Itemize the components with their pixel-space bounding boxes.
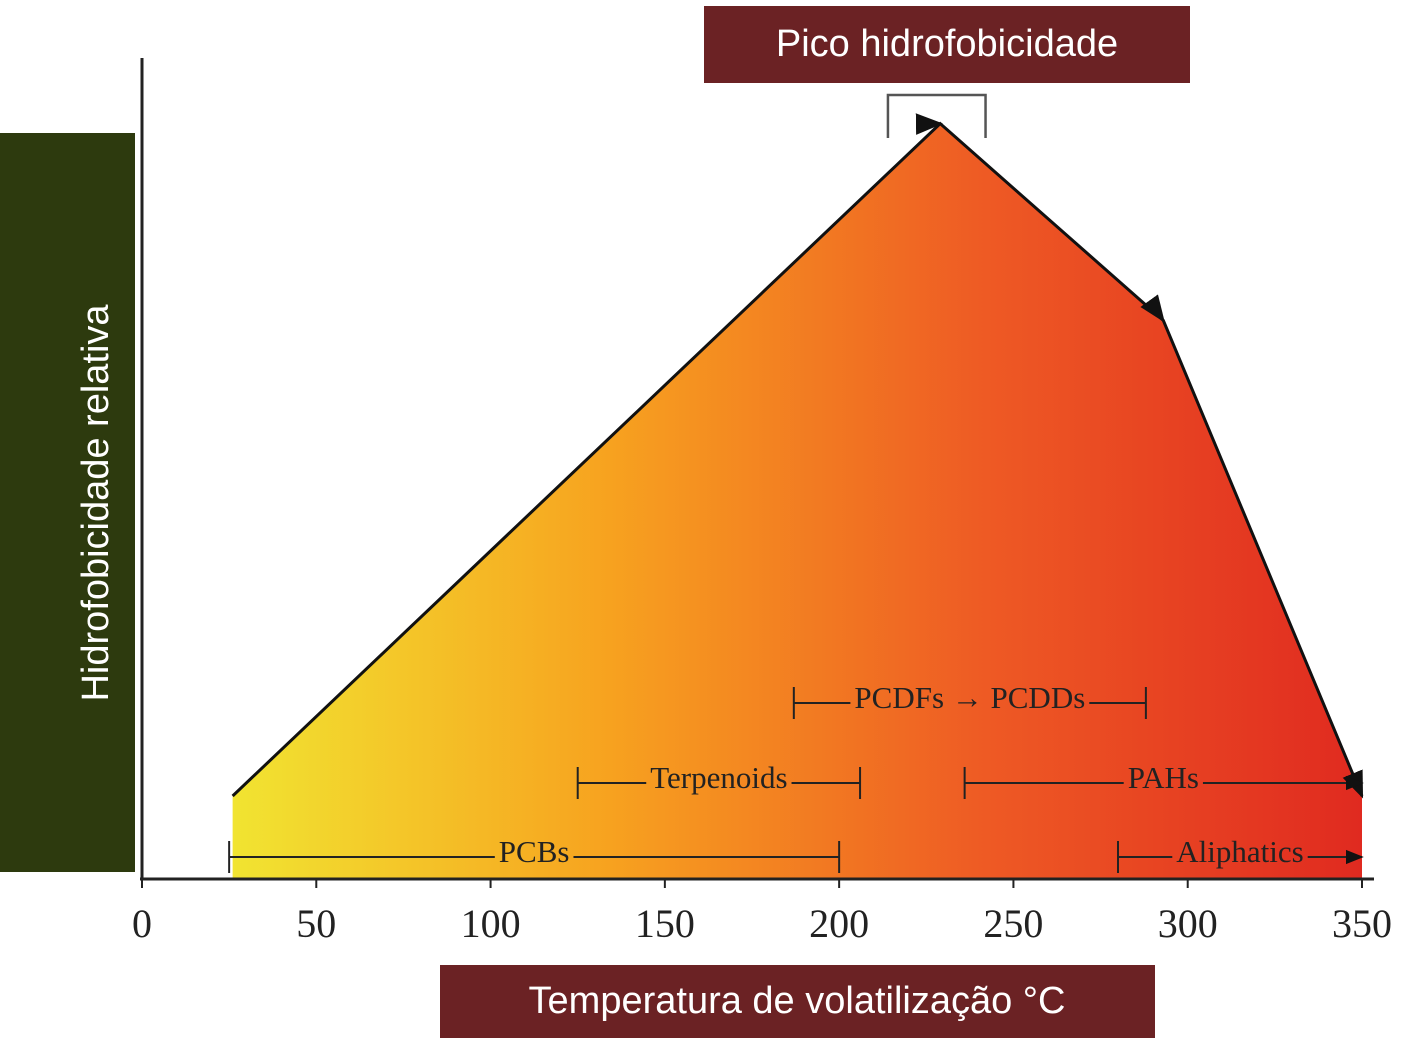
title-box — [704, 6, 1190, 83]
y-label: Hidrofobicidade relativa — [75, 304, 117, 702]
range-label: PCBs — [499, 834, 570, 869]
x-tick-label: 100 — [461, 901, 521, 946]
range-label: PCDFs → PCDDs — [854, 680, 1085, 715]
x-label-box — [440, 965, 1155, 1038]
range-label: Aliphatics — [1176, 834, 1303, 869]
line — [231, 113, 1364, 799]
range-label: Terpenoids — [650, 760, 787, 795]
x-tick-label: 150 — [635, 901, 695, 946]
x-tick-label: 50 — [296, 901, 336, 946]
x-tick-label: 0 — [132, 901, 152, 946]
x-tick-label: 350 — [1332, 901, 1392, 946]
x-tick-label: 300 — [1158, 901, 1218, 946]
x-label: Temperatura de volatilização °C — [529, 980, 1066, 1022]
range-label: PAHs — [1128, 760, 1199, 795]
peak-bracket — [886, 93, 987, 138]
x-tick-label: 250 — [983, 901, 1043, 946]
chart-title: Pico hidrofobicidade — [776, 23, 1118, 65]
y-label-box — [0, 133, 135, 872]
x-tick-label: 200 — [809, 901, 869, 946]
